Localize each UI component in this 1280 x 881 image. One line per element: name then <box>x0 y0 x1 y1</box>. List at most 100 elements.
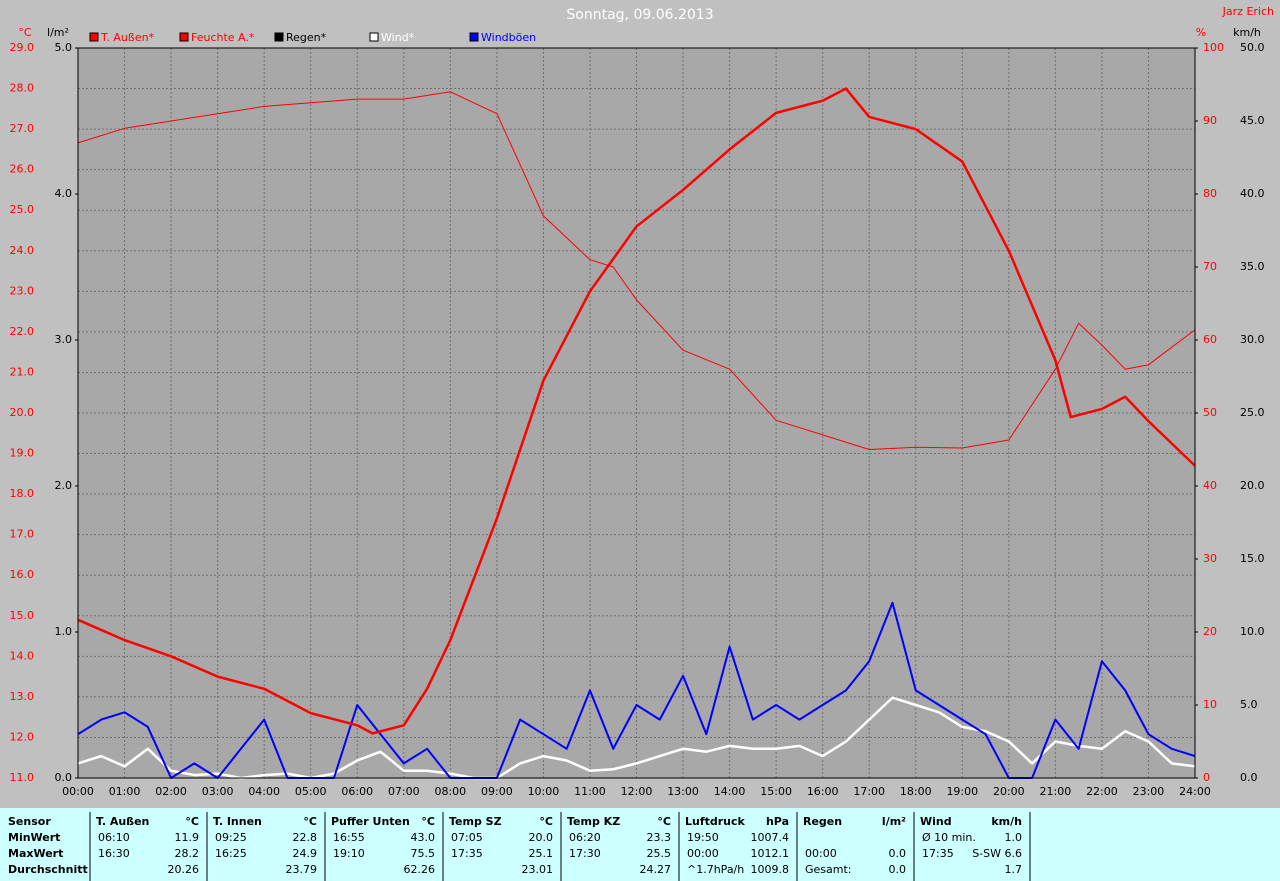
table-cell: 75.5 <box>411 847 436 860</box>
x-tick-label: 11:00 <box>574 785 606 798</box>
table-cell: 00:00 <box>805 847 837 860</box>
author: Jarz Erich <box>1222 5 1274 18</box>
table-cell: 0.0 <box>889 847 907 860</box>
table-unit: °C <box>303 815 317 828</box>
y-tick-label: 11.0 <box>10 771 35 784</box>
table-header: Wind <box>920 815 952 828</box>
y-tick-label: 70 <box>1203 260 1217 273</box>
x-tick-label: 02:00 <box>155 785 187 798</box>
table-cell: 06:20 <box>569 831 601 844</box>
table-header: T. Innen <box>213 815 262 828</box>
table-unit: hPa <box>766 815 789 828</box>
x-tick-label: 06:00 <box>341 785 373 798</box>
table-cell: 28.2 <box>175 847 200 860</box>
y-tick-label: 0.0 <box>1240 771 1258 784</box>
table-cell: 23.01 <box>522 863 554 876</box>
table-header: T. Außen <box>96 815 149 828</box>
table-unit: °C <box>421 815 435 828</box>
y-tick-label: 50 <box>1203 406 1217 419</box>
table-cell: 22.8 <box>293 831 318 844</box>
y-tick-label: 29.0 <box>10 41 35 54</box>
y-tick-label: 19.0 <box>10 447 35 460</box>
y-tick-label: 25.0 <box>1240 406 1265 419</box>
table-cell: ^1.7hPa/h <box>687 863 744 876</box>
table-background <box>0 808 1280 881</box>
x-tick-label: 10:00 <box>528 785 560 798</box>
chart-title: Sonntag, 09.06.2013 <box>566 7 713 23</box>
data-line <box>77 87 1196 735</box>
y-tick-label: 80 <box>1203 187 1217 200</box>
legend-label: Windböen <box>481 31 536 44</box>
table-cell: 0.0 <box>889 863 907 876</box>
y-tick-label: 10 <box>1203 698 1217 711</box>
y-tick-label: 20 <box>1203 625 1217 638</box>
x-tick-label: 20:00 <box>993 785 1025 798</box>
table-unit: km/h <box>991 815 1022 828</box>
y-tick-label: 10.0 <box>1240 625 1265 638</box>
table-header: Luftdruck <box>685 815 746 828</box>
y-tick-label: 13.0 <box>10 690 35 703</box>
legend-label: Regen* <box>286 31 327 44</box>
table-cell: 62.26 <box>404 863 436 876</box>
y-tick-label: 0 <box>1203 771 1210 784</box>
table-header: Regen <box>803 815 842 828</box>
table-label: MaxWert <box>8 847 63 860</box>
legend-swatch <box>274 32 284 42</box>
x-tick-label: 22:00 <box>1086 785 1118 798</box>
legend-swatch <box>469 32 479 42</box>
y-tick-label: 90 <box>1203 114 1217 127</box>
x-tick-label: 12:00 <box>621 785 653 798</box>
legend-label: Feuchte A.* <box>191 31 255 44</box>
table-cell: Ø 10 min. <box>922 831 976 844</box>
table-cell: 16:25 <box>215 847 247 860</box>
y-tick-label: 22.0 <box>10 325 35 338</box>
y-tick-label: 23.0 <box>10 284 35 297</box>
y-tick-label: 15.0 <box>10 609 35 622</box>
table-header: Puffer Unten <box>331 815 410 828</box>
x-tick-label: 05:00 <box>295 785 327 798</box>
table-cell: S-SW 6.6 <box>972 847 1022 860</box>
y-tick-label: 20.0 <box>1240 479 1265 492</box>
legend-swatch <box>179 32 189 42</box>
axis-unit: % <box>1196 26 1206 39</box>
table-cell: 20.0 <box>529 831 554 844</box>
y-tick-label: 17.0 <box>10 528 35 541</box>
table-cell: 1.7 <box>1005 863 1023 876</box>
table-header: Temp KZ <box>567 815 620 828</box>
table-unit: °C <box>539 815 553 828</box>
table-cell: 06:10 <box>98 831 130 844</box>
y-tick-label: 15.0 <box>1240 552 1265 565</box>
y-tick-label: 18.0 <box>10 487 35 500</box>
legend-label: Wind* <box>381 31 415 44</box>
y-tick-label: 60 <box>1203 333 1217 346</box>
legend-swatch <box>89 32 99 42</box>
x-tick-label: 03:00 <box>202 785 234 798</box>
table-label: Durchschnitt <box>8 863 88 876</box>
table-cell: 23.79 <box>286 863 318 876</box>
y-tick-label: 0.0 <box>55 771 73 784</box>
table-label: Sensor <box>8 815 51 828</box>
table-cell: 16:55 <box>333 831 365 844</box>
x-tick-label: 21:00 <box>1040 785 1072 798</box>
y-tick-label: 20.0 <box>10 406 35 419</box>
x-tick-label: 24:00 <box>1179 785 1211 798</box>
table-cell: 25.5 <box>647 847 672 860</box>
y-tick-label: 25.0 <box>10 203 35 216</box>
data-line <box>77 696 1196 780</box>
table-cell: 20.26 <box>168 863 200 876</box>
legend-label: T. Außen* <box>100 31 155 44</box>
table-cell: 16:30 <box>98 847 130 860</box>
x-tick-label: 09:00 <box>481 785 513 798</box>
x-tick-label: 01:00 <box>109 785 141 798</box>
y-tick-label: 40 <box>1203 479 1217 492</box>
axis-unit: l/m² <box>47 26 69 39</box>
data-line <box>77 91 1196 450</box>
x-tick-label: 13:00 <box>667 785 699 798</box>
x-tick-label: 00:00 <box>62 785 94 798</box>
plot-border <box>77 47 1196 779</box>
x-tick-label: 07:00 <box>388 785 420 798</box>
table-cell: 1012.1 <box>751 847 790 860</box>
y-tick-label: 26.0 <box>10 163 35 176</box>
table-unit: °C <box>657 815 671 828</box>
